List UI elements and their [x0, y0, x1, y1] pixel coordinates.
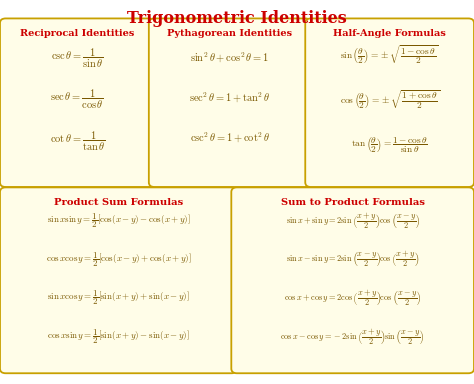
- Text: Sum to Product Formulas: Sum to Product Formulas: [281, 198, 425, 207]
- Text: $\sin x + \sin y = 2\sin\left(\dfrac{x+y}{2}\right)\!\cos\left(\dfrac{x-y}{2}\ri: $\sin x + \sin y = 2\sin\left(\dfrac{x+y…: [285, 210, 420, 230]
- Text: $\sin\left(\dfrac{\theta}{2}\right) = \pm\sqrt{\dfrac{1-\cos\theta}{2}}$: $\sin\left(\dfrac{\theta}{2}\right) = \p…: [340, 44, 439, 66]
- Text: $\tan\left(\dfrac{\theta}{2}\right) = \dfrac{1-\cos\theta}{\sin\theta}$: $\tan\left(\dfrac{\theta}{2}\right) = \d…: [351, 135, 428, 154]
- Text: $\sin x - \sin y = 2\sin\left(\dfrac{x-y}{2}\right)\!\cos\left(\dfrac{x+y}{2}\ri: $\sin x - \sin y = 2\sin\left(\dfrac{x-y…: [285, 249, 420, 270]
- Text: $\sin x\sin y = \dfrac{1}{2}\left[\cos(x-y) - \cos(x+y)\right]$: $\sin x\sin y = \dfrac{1}{2}\left[\cos(x…: [46, 211, 191, 230]
- FancyBboxPatch shape: [305, 18, 474, 187]
- Text: Half-Angle Formulas: Half-Angle Formulas: [333, 29, 446, 38]
- Text: $\sin x\cos y = \dfrac{1}{2}\left[\sin(x+y) + \sin(x-y)\right]$: $\sin x\cos y = \dfrac{1}{2}\left[\sin(x…: [47, 288, 190, 308]
- FancyBboxPatch shape: [0, 18, 155, 187]
- Text: $\sec^2\theta = 1 + \tan^2\theta$: $\sec^2\theta = 1 + \tan^2\theta$: [189, 91, 271, 105]
- Text: $\sin^2\theta + \cos^2\theta = 1$: $\sin^2\theta + \cos^2\theta = 1$: [191, 51, 269, 65]
- FancyBboxPatch shape: [149, 18, 311, 187]
- Text: $\csc\theta = \dfrac{1}{\sin\theta}$: $\csc\theta = \dfrac{1}{\sin\theta}$: [51, 46, 104, 70]
- FancyBboxPatch shape: [231, 187, 474, 373]
- Text: $\csc^2\theta = 1 + \cot^2\theta$: $\csc^2\theta = 1 + \cot^2\theta$: [190, 131, 270, 145]
- Text: $\cos x\cos y = \dfrac{1}{2}\left[\cos(x-y) + \cos(x+y)\right]$: $\cos x\cos y = \dfrac{1}{2}\left[\cos(x…: [46, 250, 191, 268]
- Text: $\cot\theta = \dfrac{1}{\tan\theta}$: $\cot\theta = \dfrac{1}{\tan\theta}$: [49, 129, 105, 152]
- Text: $\cos x - \cos y = -2\sin\left(\dfrac{x+y}{2}\right)\!\sin\left(\dfrac{x-y}{2}\r: $\cos x - \cos y = -2\sin\left(\dfrac{x+…: [280, 326, 425, 347]
- Text: $\cos x + \cos y = 2\cos\left(\dfrac{x+y}{2}\right)\!\cos\left(\dfrac{x-y}{2}\ri: $\cos x + \cos y = 2\cos\left(\dfrac{x+y…: [284, 288, 421, 308]
- Text: $\cos x\sin y = \dfrac{1}{2}\left[\sin(x+y) - \sin(x-y)\right]$: $\cos x\sin y = \dfrac{1}{2}\left[\sin(x…: [47, 328, 190, 346]
- FancyBboxPatch shape: [0, 187, 237, 373]
- Text: Reciprocal Identities: Reciprocal Identities: [20, 29, 135, 38]
- Text: Trigonometric Identities: Trigonometric Identities: [127, 10, 347, 26]
- Text: Product Sum Formulas: Product Sum Formulas: [54, 198, 183, 207]
- Text: $\cos\left(\dfrac{\theta}{2}\right) = \pm\sqrt{\dfrac{1+\cos\theta}{2}}$: $\cos\left(\dfrac{\theta}{2}\right) = \p…: [339, 88, 440, 111]
- Text: $\sec\theta = \dfrac{1}{\cos\theta}$: $\sec\theta = \dfrac{1}{\cos\theta}$: [50, 88, 104, 111]
- Text: Pythagorean Identities: Pythagorean Identities: [167, 29, 292, 38]
